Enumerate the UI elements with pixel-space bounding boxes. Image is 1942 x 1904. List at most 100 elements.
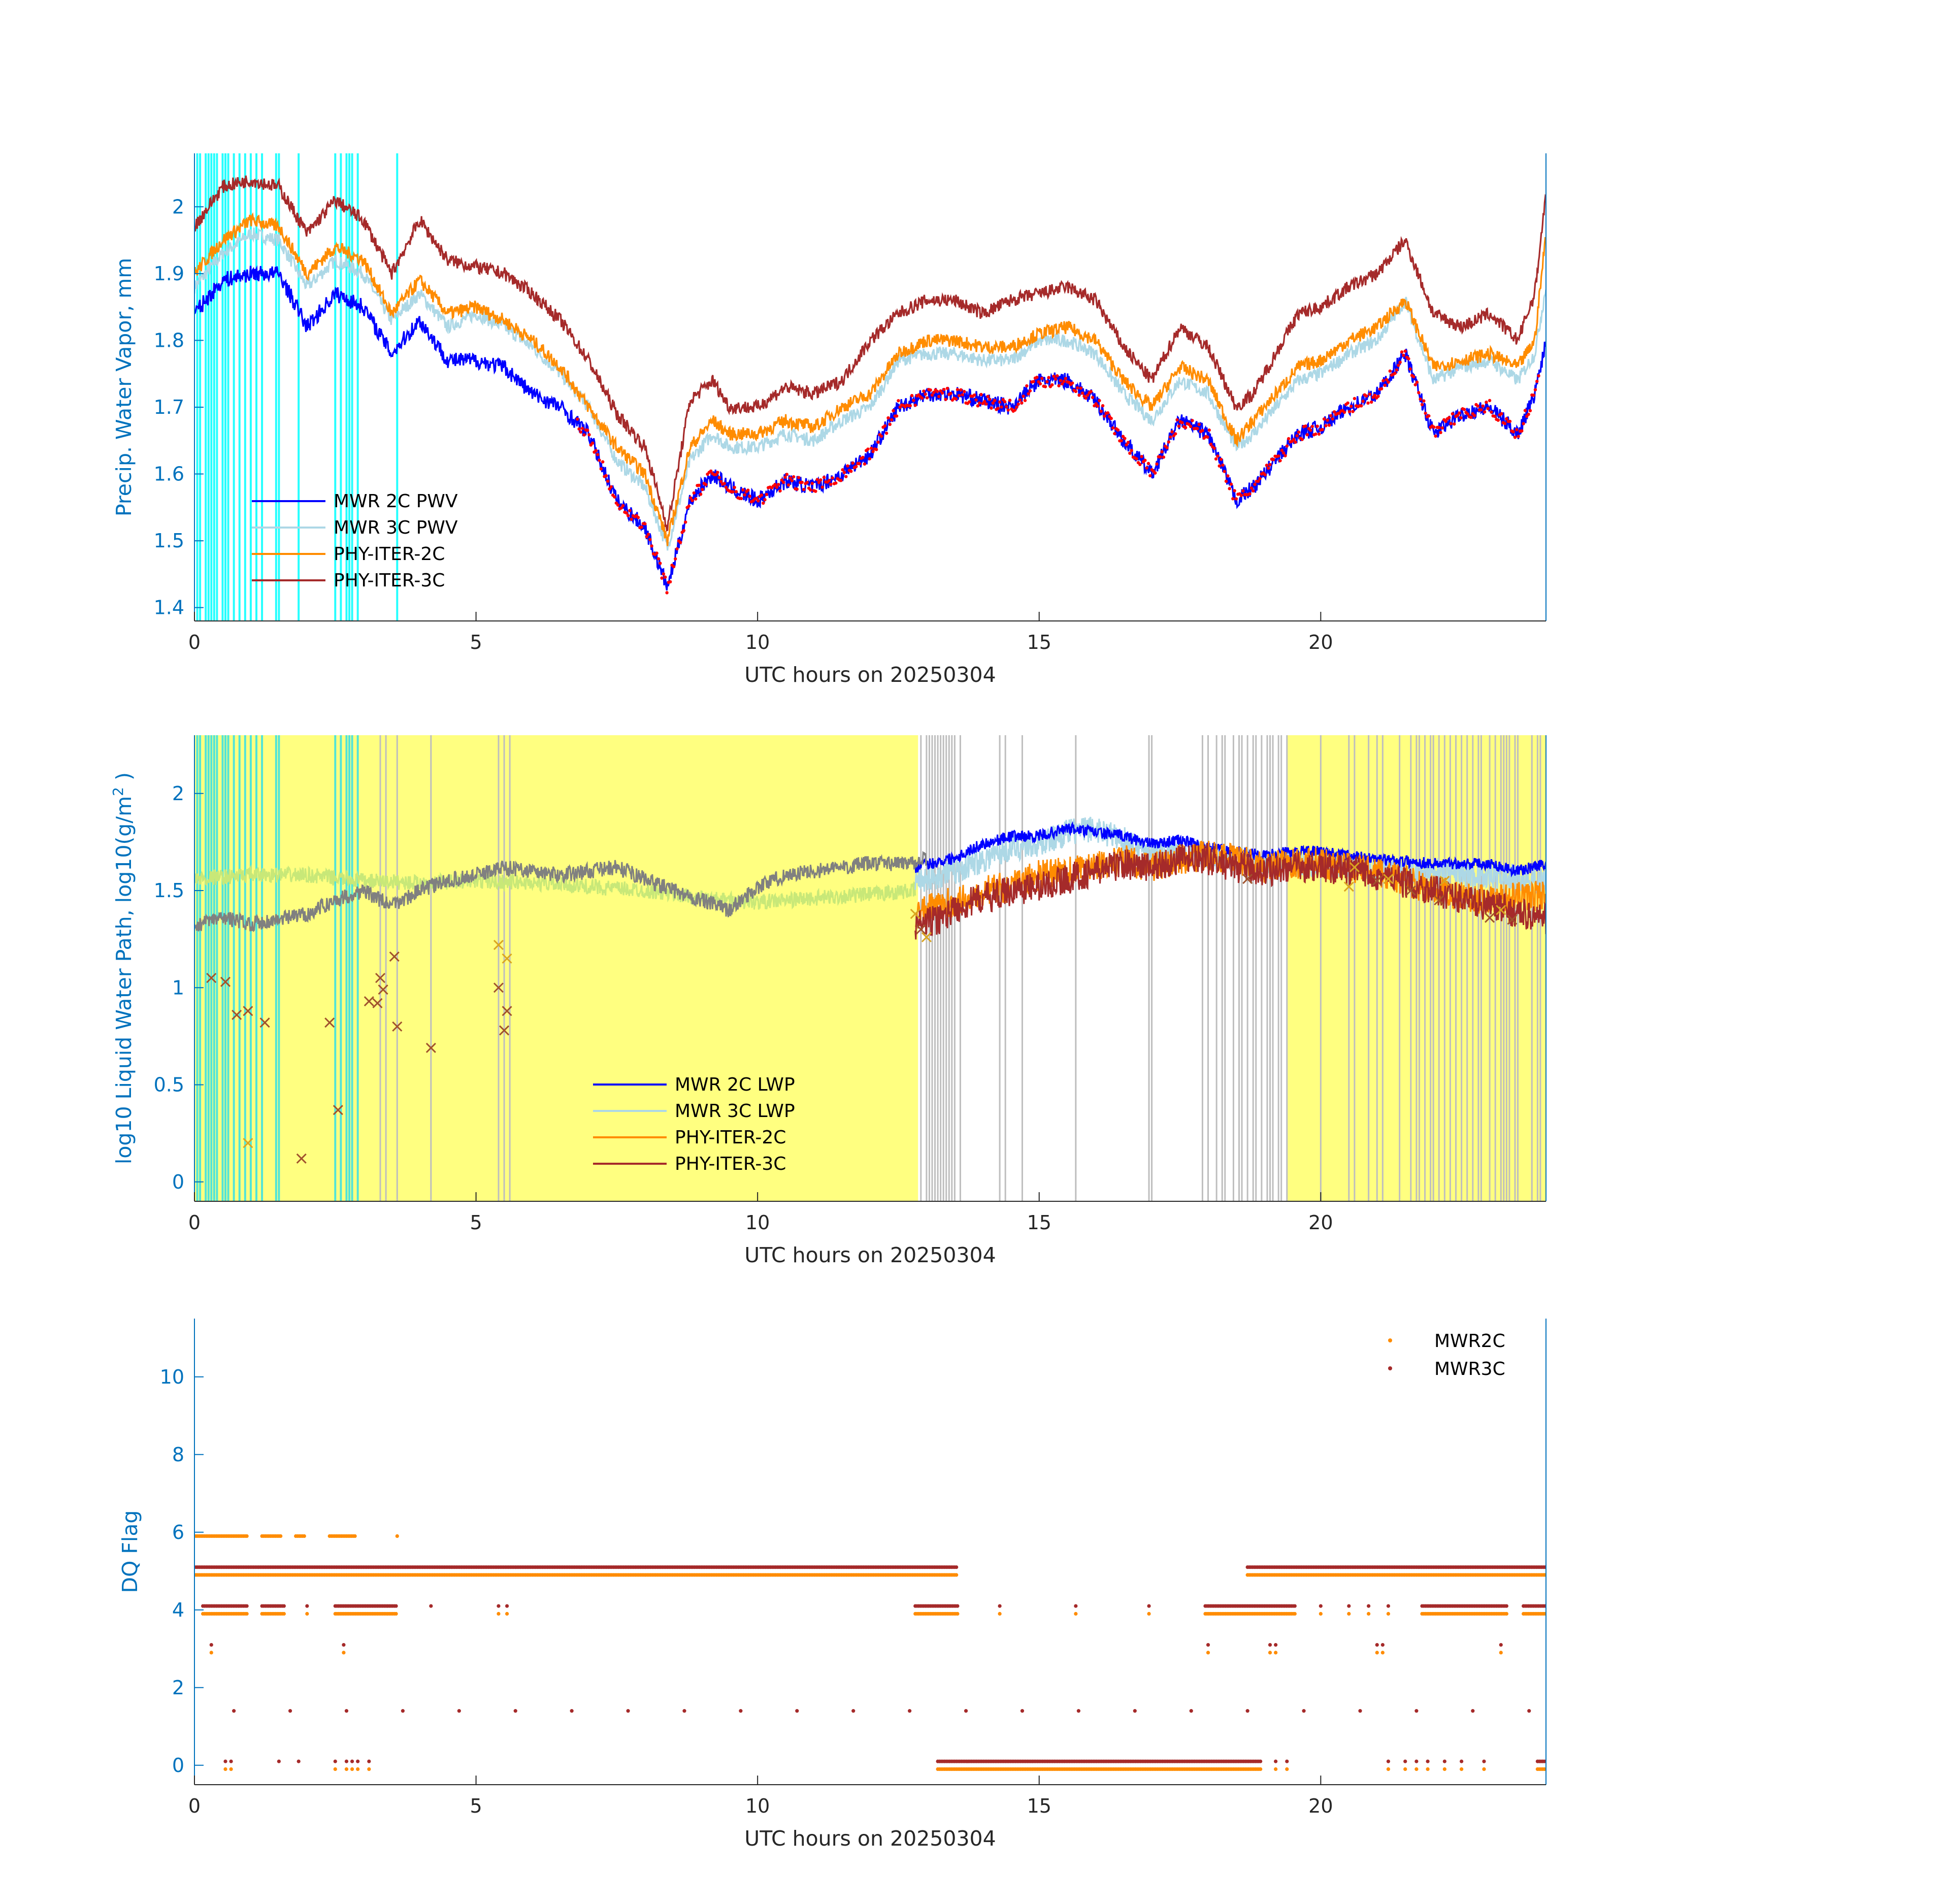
dqflag-point-mwr3c (1543, 1565, 1546, 1569)
pwv-red-marker (790, 479, 794, 482)
pwv-red-marker (1424, 411, 1427, 415)
pwv-red-marker (959, 388, 963, 392)
pwv-red-marker (775, 485, 779, 489)
pwv-red-marker (1248, 492, 1252, 496)
pwv-y-tick-label: 1.8 (154, 329, 184, 351)
pwv-red-marker (579, 430, 583, 434)
pwv-red-marker (683, 520, 687, 524)
dqflag-point-mwr3c (570, 1709, 574, 1713)
dqflag-point-mwr2c (497, 1612, 501, 1616)
pwv-red-marker (1074, 389, 1078, 393)
pwv-red-marker (648, 538, 652, 541)
pwv-red-marker (1466, 412, 1470, 416)
pwv-red-marker (596, 452, 600, 456)
dqflag-point-mwr2c (209, 1651, 213, 1655)
lwp-x-marker (493, 940, 504, 950)
dqflag-point-mwr2c (1499, 1651, 1503, 1655)
pwv-red-marker (1331, 417, 1334, 421)
dqflag-point-mwr3c (282, 1604, 286, 1608)
pwv-red-marker (697, 483, 701, 487)
lwp-x-marker (220, 976, 231, 987)
lwp-x-marker (915, 924, 926, 935)
pwv-red-marker (690, 499, 694, 502)
pwv-red-marker (1221, 463, 1225, 467)
pwv-red-marker (688, 496, 693, 500)
pwv-red-marker (1479, 408, 1483, 412)
pwv-red-marker (1417, 391, 1421, 395)
pwv-red-marker (1415, 380, 1419, 384)
pwv-red-marker (795, 487, 799, 491)
dqflag-point-mwr3c (333, 1759, 337, 1763)
pwv-red-marker (1317, 432, 1321, 436)
pwv-red-marker (762, 501, 765, 505)
pwv-red-marker (1035, 375, 1039, 379)
dqflag-point-mwr3c (297, 1759, 301, 1763)
pwv-red-marker (925, 396, 929, 400)
pwv-red-marker (1217, 464, 1221, 468)
pwv-red-marker (1162, 455, 1166, 459)
pwv-y-tick-label: 2 (172, 195, 184, 218)
pwv-red-marker (1168, 435, 1172, 439)
pwv-red-marker (773, 483, 777, 486)
pwv-red-marker (1201, 429, 1204, 433)
lwp-plot-area (194, 735, 1546, 1201)
lwp-y-axis-label: log10 Liquid Water Path, log10(g/m2 ) (110, 772, 136, 1164)
pwv-red-marker (743, 493, 746, 497)
pwv-red-marker (1508, 419, 1512, 423)
pwv-red-marker (760, 493, 764, 497)
pwv-red-marker (1347, 410, 1352, 413)
pwv-red-marker (1094, 402, 1098, 406)
pwv-red-marker (1103, 414, 1106, 418)
dqflag-point-mwr3c (626, 1709, 630, 1713)
dqflag-point-mwr2c (954, 1573, 959, 1577)
dqflag-legend-label-1: MWR3C (1434, 1359, 1505, 1380)
pwv-legend-label-3: PHY-ITER-3C (334, 570, 445, 591)
dqflag-point-mwr3c (1189, 1709, 1193, 1713)
dqflag-point-mwr3c (429, 1604, 433, 1608)
pwv-red-marker (1268, 463, 1272, 467)
pwv-red-marker (1209, 442, 1213, 446)
dqflag-point-mwr2c (279, 1534, 283, 1538)
pwv-red-marker (1532, 393, 1535, 397)
dqflag-point-mwr3c (245, 1604, 249, 1608)
pwv-red-marker (1008, 399, 1012, 402)
pwv-red-marker (886, 416, 890, 420)
dqflag-point-mwr3c (209, 1643, 213, 1647)
pwv-red-marker (879, 434, 883, 438)
dqflag-point-mwr3c (457, 1709, 461, 1713)
pwv-red-marker (659, 562, 662, 565)
pwv-red-marker (890, 418, 894, 421)
pwv-red-marker (1490, 410, 1493, 414)
dqflag-point-mwr3c (356, 1759, 360, 1763)
pwv-red-marker (998, 400, 1002, 404)
dqflag-point-mwr2c (1293, 1612, 1297, 1616)
lwp-x-marker (378, 984, 388, 995)
pwv-red-marker (724, 485, 728, 489)
pwv-red-marker (1407, 357, 1410, 360)
pwv-red-marker (763, 498, 767, 502)
pwv-red-marker (1402, 353, 1405, 357)
lwp-x-tick-label: 5 (470, 1211, 482, 1234)
pwv-red-marker (1351, 410, 1355, 413)
pwv-x-tick-label: 20 (1308, 631, 1333, 653)
pwv-red-marker (1281, 451, 1286, 455)
pwv-red-marker (756, 499, 760, 503)
pwv-red-marker (599, 467, 603, 471)
pwv-red-marker (646, 533, 650, 536)
dqflag-point-mwr3c (367, 1759, 371, 1763)
pwv-red-marker (1040, 377, 1044, 380)
dqflag-point-mwr3c (394, 1604, 398, 1608)
pwv-legend-label-0: MWR 2C PWV (334, 491, 458, 512)
dqflag-point-mwr2c (282, 1612, 286, 1616)
dqflag-point-mwr3c (344, 1759, 349, 1763)
pwv-red-marker (1476, 404, 1479, 408)
pwv-red-marker (792, 475, 796, 479)
pwv-red-marker (1304, 424, 1307, 428)
pwv-red-marker (590, 441, 595, 445)
pwv-red-marker (664, 575, 667, 579)
pwv-red-marker (1098, 399, 1101, 403)
lwp-x-marker (1405, 885, 1416, 896)
pwv-red-marker (1138, 463, 1142, 467)
pwv-red-marker (1315, 424, 1319, 428)
dqflag-point-mwr3c (1367, 1604, 1371, 1608)
